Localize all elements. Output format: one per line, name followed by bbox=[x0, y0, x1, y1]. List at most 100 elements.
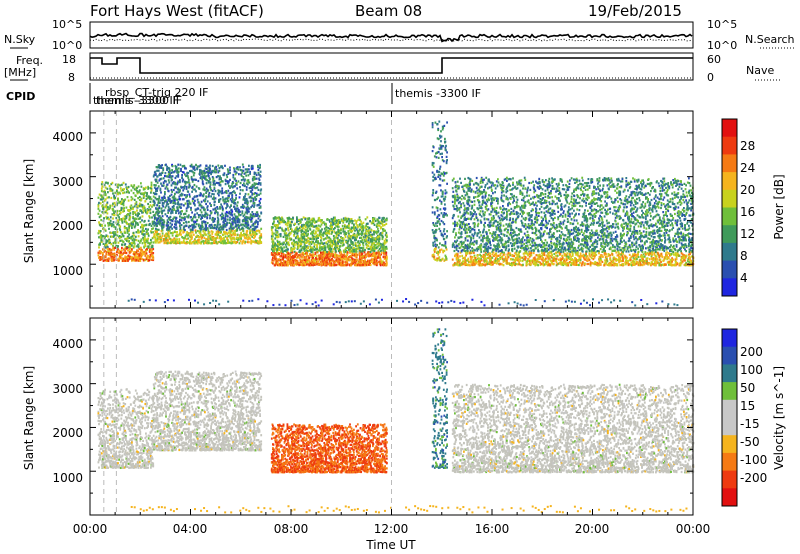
power-echo-cell bbox=[155, 184, 157, 186]
power-echo-cell bbox=[210, 173, 212, 175]
power-echo-cell bbox=[313, 246, 315, 248]
power-echo-cell bbox=[349, 252, 351, 254]
power-echo-cell bbox=[167, 184, 169, 186]
power-echo-cell bbox=[351, 227, 353, 229]
power-echo-cell bbox=[136, 218, 138, 220]
power-echo-cell bbox=[275, 229, 277, 231]
power-echo-cell bbox=[260, 219, 262, 221]
power-echo-cell bbox=[244, 179, 246, 181]
power-echo-cell bbox=[157, 233, 159, 235]
power-echo-cell bbox=[356, 248, 358, 250]
power-echo-cell bbox=[288, 220, 290, 222]
power-echo-cell bbox=[223, 219, 225, 221]
power-echo-cell bbox=[225, 198, 227, 200]
power-echo-cell bbox=[215, 207, 217, 209]
power-echo-cell bbox=[129, 247, 131, 249]
power-echo-cell bbox=[163, 184, 165, 186]
power-echo-cell bbox=[282, 248, 284, 250]
power-echo-cell bbox=[254, 178, 256, 180]
power-echo-cell bbox=[340, 245, 342, 247]
power-echo-cell bbox=[302, 230, 304, 232]
power-echo-cell bbox=[118, 184, 120, 186]
power-echo-cell bbox=[160, 191, 162, 193]
power-echo-cell bbox=[275, 224, 277, 226]
power-echo-cell bbox=[173, 205, 175, 207]
power-echo-cell bbox=[100, 215, 102, 217]
power-echo-cell bbox=[237, 201, 239, 203]
power-echo-cell bbox=[195, 164, 197, 166]
power-echo-cell bbox=[226, 174, 228, 176]
power-echo-cell bbox=[144, 237, 146, 239]
power-echo-cell bbox=[245, 226, 247, 228]
power-echo-cell bbox=[288, 229, 290, 231]
power-echo-cell bbox=[291, 229, 293, 231]
power-echo-cell bbox=[325, 247, 327, 249]
power-echo-cell bbox=[161, 164, 163, 166]
power-echo-cell bbox=[151, 216, 153, 218]
power-echo-cell bbox=[192, 229, 194, 231]
power-echo-cell bbox=[299, 239, 301, 241]
power-echo-cell bbox=[190, 207, 192, 209]
power-echo-cell bbox=[135, 236, 137, 238]
power-echo-cell bbox=[176, 228, 178, 230]
power-echo-cell bbox=[162, 215, 164, 217]
power-echo-cell bbox=[195, 226, 197, 228]
power-echo-cell bbox=[298, 257, 300, 259]
power-echo-cell bbox=[181, 224, 183, 226]
power-echo-cell bbox=[355, 239, 357, 241]
power-echo-cell bbox=[296, 216, 298, 218]
power-echo-cell bbox=[209, 165, 211, 167]
power-echo-cell bbox=[209, 169, 211, 171]
power-echo-cell bbox=[227, 205, 229, 207]
power-echo-cell bbox=[215, 197, 217, 199]
power-echo-cell bbox=[323, 242, 325, 244]
power-echo-cell bbox=[376, 260, 378, 262]
power-echo-cell bbox=[216, 228, 218, 230]
power-echo-cell bbox=[168, 233, 170, 235]
power-echo-cell bbox=[292, 251, 294, 253]
power-echo-cell bbox=[173, 209, 175, 211]
power-echo-cell bbox=[180, 227, 182, 229]
power-echo-cell bbox=[339, 239, 341, 241]
power-echo-cell bbox=[202, 226, 204, 228]
power-echo-cell bbox=[197, 230, 199, 232]
power-echo-cell bbox=[340, 251, 342, 253]
power-echo-cell bbox=[191, 164, 193, 166]
power-echo-cell bbox=[202, 214, 204, 216]
power-echo-cell bbox=[238, 169, 240, 171]
power-echo-cell bbox=[226, 222, 228, 224]
power-echo-cell bbox=[250, 240, 252, 242]
power-echo-cell bbox=[217, 221, 219, 223]
power-echo-cell bbox=[320, 239, 322, 241]
power-echo-cell bbox=[313, 255, 315, 257]
power-echo-cell bbox=[98, 202, 100, 204]
power-echo-cell bbox=[207, 200, 209, 202]
power-echo-cell bbox=[210, 195, 212, 197]
power-echo-cell bbox=[119, 237, 121, 239]
power-echo-cell bbox=[201, 205, 203, 207]
power-echo-cell bbox=[151, 198, 153, 200]
power-echo-cell bbox=[183, 198, 185, 200]
power-echo-cell bbox=[259, 231, 261, 233]
power-echo-cell bbox=[143, 210, 145, 212]
power-echo-cell bbox=[222, 217, 224, 219]
sky-left-tick-bottom: 10^0 bbox=[52, 39, 82, 52]
power-echo-cell bbox=[301, 249, 303, 251]
power-echo-cell bbox=[214, 183, 216, 185]
power-echo-cell bbox=[185, 203, 187, 205]
power-echo-cell bbox=[370, 261, 372, 263]
power-echo-cell bbox=[347, 251, 349, 253]
power-echo-cell bbox=[114, 197, 116, 199]
power-echo-cell bbox=[226, 229, 228, 231]
power-echo-cell bbox=[234, 192, 236, 194]
power-echo-cell bbox=[228, 232, 230, 234]
power-echo-cell bbox=[117, 248, 119, 250]
power-echo-cell bbox=[241, 210, 243, 212]
power-echo-cell bbox=[239, 219, 241, 221]
power-echo-cell bbox=[208, 242, 210, 244]
power-echo-cell bbox=[128, 240, 130, 242]
power-echo-cell bbox=[199, 174, 201, 176]
power-echo-cell bbox=[137, 197, 139, 199]
power-echo-cell bbox=[160, 199, 162, 201]
power-echo-cell bbox=[143, 195, 145, 197]
